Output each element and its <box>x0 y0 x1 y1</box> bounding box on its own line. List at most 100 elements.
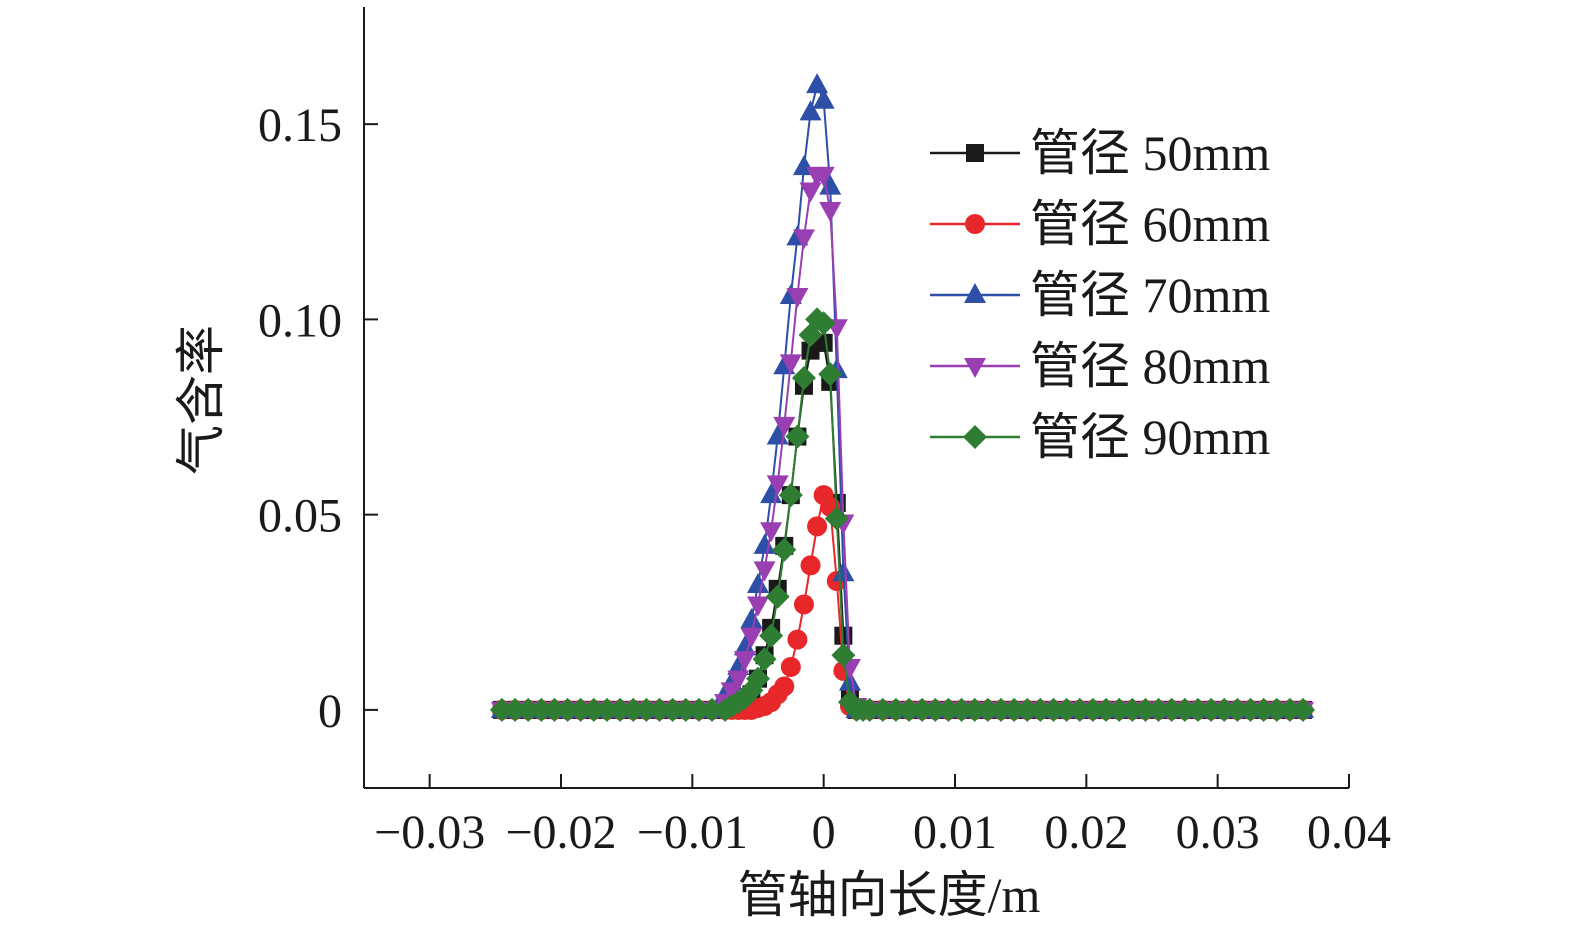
data-point <box>800 555 821 576</box>
data-point <box>634 697 659 722</box>
data-point <box>746 666 770 691</box>
data-point <box>766 475 789 496</box>
legend-label: 管径 50mm <box>1030 125 1270 181</box>
data-point <box>568 697 593 722</box>
series-5 <box>489 307 1316 722</box>
legend-marker <box>964 358 986 378</box>
data-point <box>555 697 580 722</box>
data-point <box>780 656 801 677</box>
data-point <box>857 697 882 722</box>
data-point <box>747 596 769 617</box>
data-point <box>988 697 1013 722</box>
data-point <box>1225 697 1250 722</box>
data-point <box>1054 697 1079 722</box>
data-point <box>581 697 606 722</box>
data-point <box>760 522 783 543</box>
legend-label: 管径 80mm <box>1030 338 1270 394</box>
plot-series <box>489 73 1316 722</box>
data-point <box>1146 697 1171 722</box>
legend-marker <box>966 144 984 162</box>
x-tick-label: 0.02 <box>1044 806 1128 859</box>
data-point <box>923 697 948 722</box>
data-point <box>660 697 685 722</box>
data-point <box>883 697 908 722</box>
data-point <box>806 73 829 94</box>
data-point <box>529 697 554 722</box>
x-tick-label: −0.02 <box>505 806 616 859</box>
data-point <box>811 311 836 336</box>
legend-item-2: 管径 60mm <box>930 196 1270 252</box>
data-point <box>824 506 849 531</box>
data-point <box>1080 697 1105 722</box>
legend-label: 管径 70mm <box>1030 267 1270 323</box>
data-point <box>807 516 828 537</box>
data-point <box>910 697 935 722</box>
y-tick-label: 0.05 <box>258 490 342 543</box>
data-point <box>621 697 646 722</box>
x-tick-label: 0.03 <box>1176 806 1260 859</box>
legend-item-4: 管径 80mm <box>930 338 1270 394</box>
data-point <box>608 697 633 722</box>
x-tick-label: 0.01 <box>913 806 997 859</box>
data-point <box>647 697 672 722</box>
data-point <box>949 697 974 722</box>
data-point <box>727 670 750 691</box>
data-point <box>1120 697 1145 722</box>
data-point <box>765 584 790 609</box>
legend-item-1: 管径 50mm <box>930 125 1270 181</box>
data-point <box>799 182 822 203</box>
data-point <box>733 651 756 672</box>
data-point <box>1094 697 1119 722</box>
data-point <box>1264 697 1289 722</box>
y-axis-title: 气含率 <box>173 325 229 475</box>
data-point <box>753 533 776 554</box>
data-point <box>791 365 816 390</box>
legend-item-5: 管径 90mm <box>930 409 1270 465</box>
data-point <box>819 174 842 195</box>
series-line <box>501 492 1303 711</box>
series-line <box>501 341 1303 711</box>
axes: 0 0.05 0.10 0.15 −0.03 −0.02 −0.01 0 0.01 0.02 0.0… <box>258 7 1391 859</box>
data-point <box>542 697 567 722</box>
data-point <box>594 697 619 722</box>
data-point <box>1291 697 1316 722</box>
legend-item-3: 管径 70mm <box>930 267 1270 323</box>
data-point <box>818 362 843 387</box>
data-point <box>774 676 795 697</box>
data-point <box>1028 697 1053 722</box>
data-point <box>832 561 855 582</box>
x-tick-label: 0.04 <box>1307 806 1391 859</box>
data-point <box>673 697 698 722</box>
y-tick-label: 0.15 <box>258 99 342 152</box>
data-point <box>812 88 835 109</box>
y-tick-label: 0 <box>318 685 342 738</box>
data-point <box>686 697 711 722</box>
data-point <box>799 100 822 121</box>
data-point <box>1238 697 1263 722</box>
data-point <box>1185 697 1210 722</box>
data-point <box>785 424 810 449</box>
data-point <box>1133 697 1158 722</box>
legend: 管径 50mm 管径 60mm 管径 70mm 管径 80mm 管径 90mm <box>930 125 1270 465</box>
data-point <box>786 287 809 308</box>
data-point <box>792 229 815 250</box>
data-point <box>503 697 528 722</box>
data-point <box>831 643 856 668</box>
data-point <box>838 670 861 691</box>
data-point <box>897 697 922 722</box>
data-point <box>753 561 776 582</box>
data-point <box>779 354 802 375</box>
data-point <box>819 202 842 223</box>
data-point <box>778 483 803 508</box>
data-point <box>489 697 514 722</box>
legend-label: 管径 90mm <box>1030 409 1270 465</box>
data-point <box>516 697 541 722</box>
data-point <box>1015 697 1040 722</box>
legend-marker <box>964 283 986 303</box>
data-point <box>936 697 961 722</box>
x-tick-label: −0.03 <box>374 806 485 859</box>
data-point <box>787 629 808 650</box>
data-point <box>1107 697 1132 722</box>
data-point <box>1199 697 1224 722</box>
